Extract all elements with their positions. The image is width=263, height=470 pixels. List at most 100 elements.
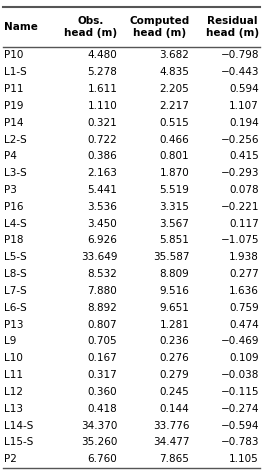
Text: 5.441: 5.441 <box>87 185 117 195</box>
Text: L11: L11 <box>4 370 23 380</box>
Text: 35.587: 35.587 <box>153 252 189 262</box>
Text: 0.109: 0.109 <box>229 353 259 363</box>
Text: L2-S: L2-S <box>4 134 27 145</box>
Text: 3.682: 3.682 <box>160 50 189 61</box>
Text: 0.415: 0.415 <box>229 151 259 161</box>
Text: 9.651: 9.651 <box>160 303 189 313</box>
Text: 3.450: 3.450 <box>88 219 117 229</box>
Text: −0.293: −0.293 <box>221 168 259 178</box>
Text: Name: Name <box>4 22 38 32</box>
Text: P10: P10 <box>4 50 23 61</box>
Text: 5.851: 5.851 <box>160 235 189 245</box>
Text: 0.418: 0.418 <box>88 404 117 414</box>
Text: −0.256: −0.256 <box>221 134 259 145</box>
Text: 1.110: 1.110 <box>88 101 117 111</box>
Text: 5.519: 5.519 <box>160 185 189 195</box>
Text: 1.281: 1.281 <box>160 320 189 329</box>
Text: 0.807: 0.807 <box>88 320 117 329</box>
Text: 0.705: 0.705 <box>88 337 117 346</box>
Text: L10: L10 <box>4 353 23 363</box>
Text: 2.163: 2.163 <box>87 168 117 178</box>
Text: 1.636: 1.636 <box>229 286 259 296</box>
Text: Computed
head (m): Computed head (m) <box>129 16 189 38</box>
Text: P13: P13 <box>4 320 23 329</box>
Text: 1.107: 1.107 <box>229 101 259 111</box>
Text: 6.760: 6.760 <box>88 454 117 464</box>
Text: P4: P4 <box>4 151 17 161</box>
Text: L7-S: L7-S <box>4 286 27 296</box>
Text: 8.532: 8.532 <box>87 269 117 279</box>
Text: 0.466: 0.466 <box>160 134 189 145</box>
Text: 0.277: 0.277 <box>229 269 259 279</box>
Text: 34.370: 34.370 <box>81 421 117 431</box>
Text: 7.865: 7.865 <box>160 454 189 464</box>
Text: 0.078: 0.078 <box>229 185 259 195</box>
Text: L1-S: L1-S <box>4 67 27 77</box>
Text: L3-S: L3-S <box>4 168 27 178</box>
Text: −0.038: −0.038 <box>221 370 259 380</box>
Text: 0.801: 0.801 <box>160 151 189 161</box>
Text: 2.217: 2.217 <box>160 101 189 111</box>
Text: 0.594: 0.594 <box>229 84 259 94</box>
Text: −0.469: −0.469 <box>221 337 259 346</box>
Text: 8.892: 8.892 <box>87 303 117 313</box>
Text: L8-S: L8-S <box>4 269 27 279</box>
Text: 5.278: 5.278 <box>87 67 117 77</box>
Text: 0.321: 0.321 <box>88 118 117 128</box>
Text: 3.567: 3.567 <box>160 219 189 229</box>
Text: 0.515: 0.515 <box>160 118 189 128</box>
Text: −0.115: −0.115 <box>221 387 259 397</box>
Text: P16: P16 <box>4 202 23 212</box>
Text: 0.245: 0.245 <box>160 387 189 397</box>
Text: L9: L9 <box>4 337 16 346</box>
Text: −0.798: −0.798 <box>221 50 259 61</box>
Text: L13: L13 <box>4 404 23 414</box>
Text: 1.105: 1.105 <box>229 454 259 464</box>
Text: 0.759: 0.759 <box>229 303 259 313</box>
Text: 7.880: 7.880 <box>88 286 117 296</box>
Text: 33.776: 33.776 <box>153 421 189 431</box>
Text: P11: P11 <box>4 84 23 94</box>
Text: 0.317: 0.317 <box>88 370 117 380</box>
Text: 0.167: 0.167 <box>88 353 117 363</box>
Text: 34.477: 34.477 <box>153 438 189 447</box>
Text: 0.360: 0.360 <box>88 387 117 397</box>
Text: L5-S: L5-S <box>4 252 27 262</box>
Text: 4.835: 4.835 <box>160 67 189 77</box>
Text: L12: L12 <box>4 387 23 397</box>
Text: 1.938: 1.938 <box>229 252 259 262</box>
Text: 8.809: 8.809 <box>160 269 189 279</box>
Text: 0.194: 0.194 <box>229 118 259 128</box>
Text: 9.516: 9.516 <box>160 286 189 296</box>
Text: −0.221: −0.221 <box>221 202 259 212</box>
Text: 0.117: 0.117 <box>229 219 259 229</box>
Text: −0.594: −0.594 <box>221 421 259 431</box>
Text: 0.276: 0.276 <box>160 353 189 363</box>
Text: Residual
head (m): Residual head (m) <box>206 16 259 38</box>
Text: 35.260: 35.260 <box>81 438 117 447</box>
Text: −0.443: −0.443 <box>221 67 259 77</box>
Text: P19: P19 <box>4 101 23 111</box>
Text: 0.722: 0.722 <box>88 134 117 145</box>
Text: 3.536: 3.536 <box>87 202 117 212</box>
Text: 0.474: 0.474 <box>229 320 259 329</box>
Text: −0.783: −0.783 <box>221 438 259 447</box>
Text: 0.386: 0.386 <box>88 151 117 161</box>
Text: −1.075: −1.075 <box>221 235 259 245</box>
Text: 1.611: 1.611 <box>87 84 117 94</box>
Text: 6.926: 6.926 <box>87 235 117 245</box>
Text: L6-S: L6-S <box>4 303 27 313</box>
Text: L14-S: L14-S <box>4 421 33 431</box>
Text: 2.205: 2.205 <box>160 84 189 94</box>
Text: P3: P3 <box>4 185 17 195</box>
Text: 0.144: 0.144 <box>160 404 189 414</box>
Text: −0.274: −0.274 <box>221 404 259 414</box>
Text: 33.649: 33.649 <box>81 252 117 262</box>
Text: L4-S: L4-S <box>4 219 27 229</box>
Text: 3.315: 3.315 <box>160 202 189 212</box>
Text: 4.480: 4.480 <box>88 50 117 61</box>
Text: 0.236: 0.236 <box>160 337 189 346</box>
Text: P18: P18 <box>4 235 23 245</box>
Text: P14: P14 <box>4 118 23 128</box>
Text: 1.870: 1.870 <box>160 168 189 178</box>
